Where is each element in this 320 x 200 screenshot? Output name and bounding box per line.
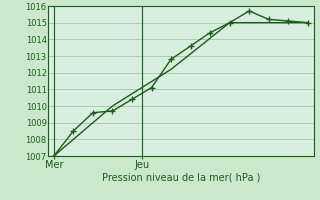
X-axis label: Pression niveau de la mer( hPa ): Pression niveau de la mer( hPa ) (102, 173, 260, 183)
